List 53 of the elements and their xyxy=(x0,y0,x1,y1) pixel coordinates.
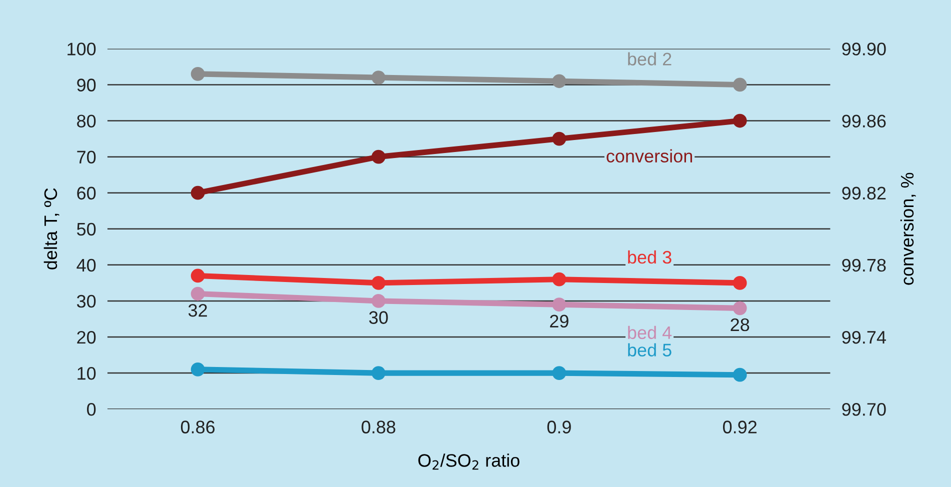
point xyxy=(190,286,205,301)
y2-tick-label: 99.78 xyxy=(842,258,886,272)
point xyxy=(732,301,747,316)
y-tick-label: 0 xyxy=(87,403,96,416)
point xyxy=(372,294,386,308)
x-tick-label: 0.88 xyxy=(362,420,396,434)
point xyxy=(372,366,386,380)
y2-tick-label: 99.86 xyxy=(842,114,886,128)
y-tick-label: 50 xyxy=(76,222,96,236)
point xyxy=(190,66,205,81)
y-tick-label: 70 xyxy=(77,150,96,164)
point xyxy=(372,70,386,84)
y-tick-label: 20 xyxy=(77,330,96,344)
y2-tick-label: 99.90 xyxy=(842,42,886,56)
series-label: conversion xyxy=(606,149,692,162)
point xyxy=(732,114,747,128)
y2-tick-label: 99.70 xyxy=(842,403,886,416)
y-tick-label: 100 xyxy=(68,42,96,56)
data-label: 30 xyxy=(369,311,388,324)
point xyxy=(732,368,747,382)
x-tick-label: 0.9 xyxy=(547,420,571,434)
point xyxy=(732,78,747,92)
y-tick-label: 40 xyxy=(76,258,96,272)
point xyxy=(190,186,205,200)
y2-tick-label: 99.82 xyxy=(842,186,886,200)
point xyxy=(552,74,566,88)
series-label: bed 2 xyxy=(628,52,672,66)
point xyxy=(552,298,566,312)
x-tick-label: 0.86 xyxy=(180,420,215,434)
data-label: 29 xyxy=(550,314,568,328)
y-axis-title: delta T, ºC xyxy=(44,188,60,270)
y2-axis-title: conversion, % xyxy=(900,172,916,285)
series-label: bed 3 xyxy=(628,250,672,264)
y-tick-label: 90 xyxy=(77,78,96,92)
point xyxy=(552,272,566,286)
point xyxy=(372,276,386,290)
point xyxy=(372,150,386,164)
x-axis-title: O$_{2}$/SO$_{2}$ ratio xyxy=(418,454,520,470)
data-label: 32 xyxy=(188,304,207,317)
point xyxy=(552,366,566,380)
series-label: bed 5 xyxy=(628,343,672,356)
y-tick-label: 80 xyxy=(77,114,96,128)
x-tick-label: 0.92 xyxy=(723,420,757,434)
point xyxy=(552,132,566,146)
point xyxy=(732,276,747,290)
y-tick-label: 10 xyxy=(78,366,96,380)
point xyxy=(190,268,205,283)
data-label: 28 xyxy=(730,318,750,332)
y-tick-label: 30 xyxy=(76,294,96,308)
series-label: bed 4 xyxy=(628,326,672,340)
y-tick-label: 60 xyxy=(77,186,96,200)
y2-tick-label: 99.74 xyxy=(842,330,886,344)
point xyxy=(190,362,205,376)
